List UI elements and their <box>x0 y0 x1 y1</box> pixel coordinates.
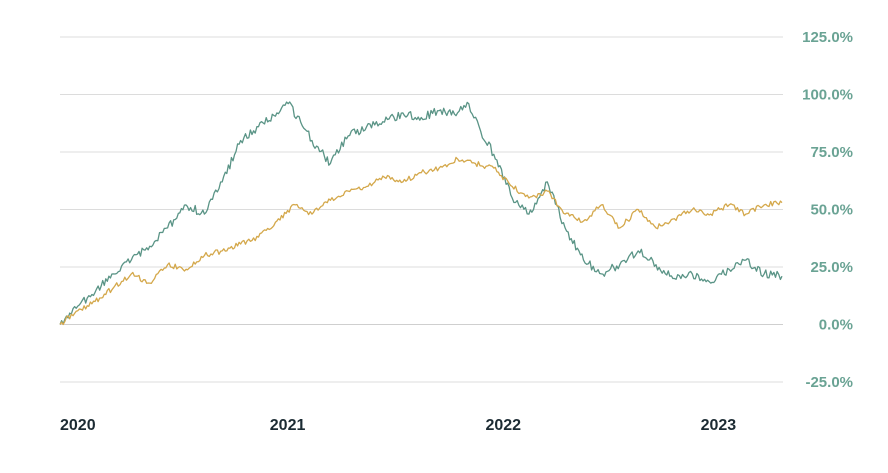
series-line-1 <box>59 101 783 325</box>
series-line-2 <box>59 156 783 326</box>
series-lines <box>59 101 783 326</box>
y-tick-label: 50.0% <box>810 202 853 219</box>
y-tick-label: 125.0% <box>802 29 853 46</box>
x-tick-label: 2023 <box>701 417 737 434</box>
x-tick-label: 2022 <box>485 417 521 434</box>
y-tick-label: 25.0% <box>810 259 853 276</box>
grid-lines <box>60 36 783 383</box>
y-tick-label: -25.0% <box>805 374 853 391</box>
x-axis-ticks: 2020 2021 2022 2023 <box>60 417 736 434</box>
x-tick-label: 2020 <box>60 417 96 434</box>
y-tick-label: 100.0% <box>802 87 853 104</box>
x-tick-label: 2021 <box>270 417 306 434</box>
y-tick-label: 75.0% <box>810 144 853 161</box>
y-tick-label: 0.0% <box>819 317 853 334</box>
y-axis-ticks: 125.0% 100.0% 75.0% 50.0% 25.0% 0.0% -25.0% <box>802 29 853 391</box>
